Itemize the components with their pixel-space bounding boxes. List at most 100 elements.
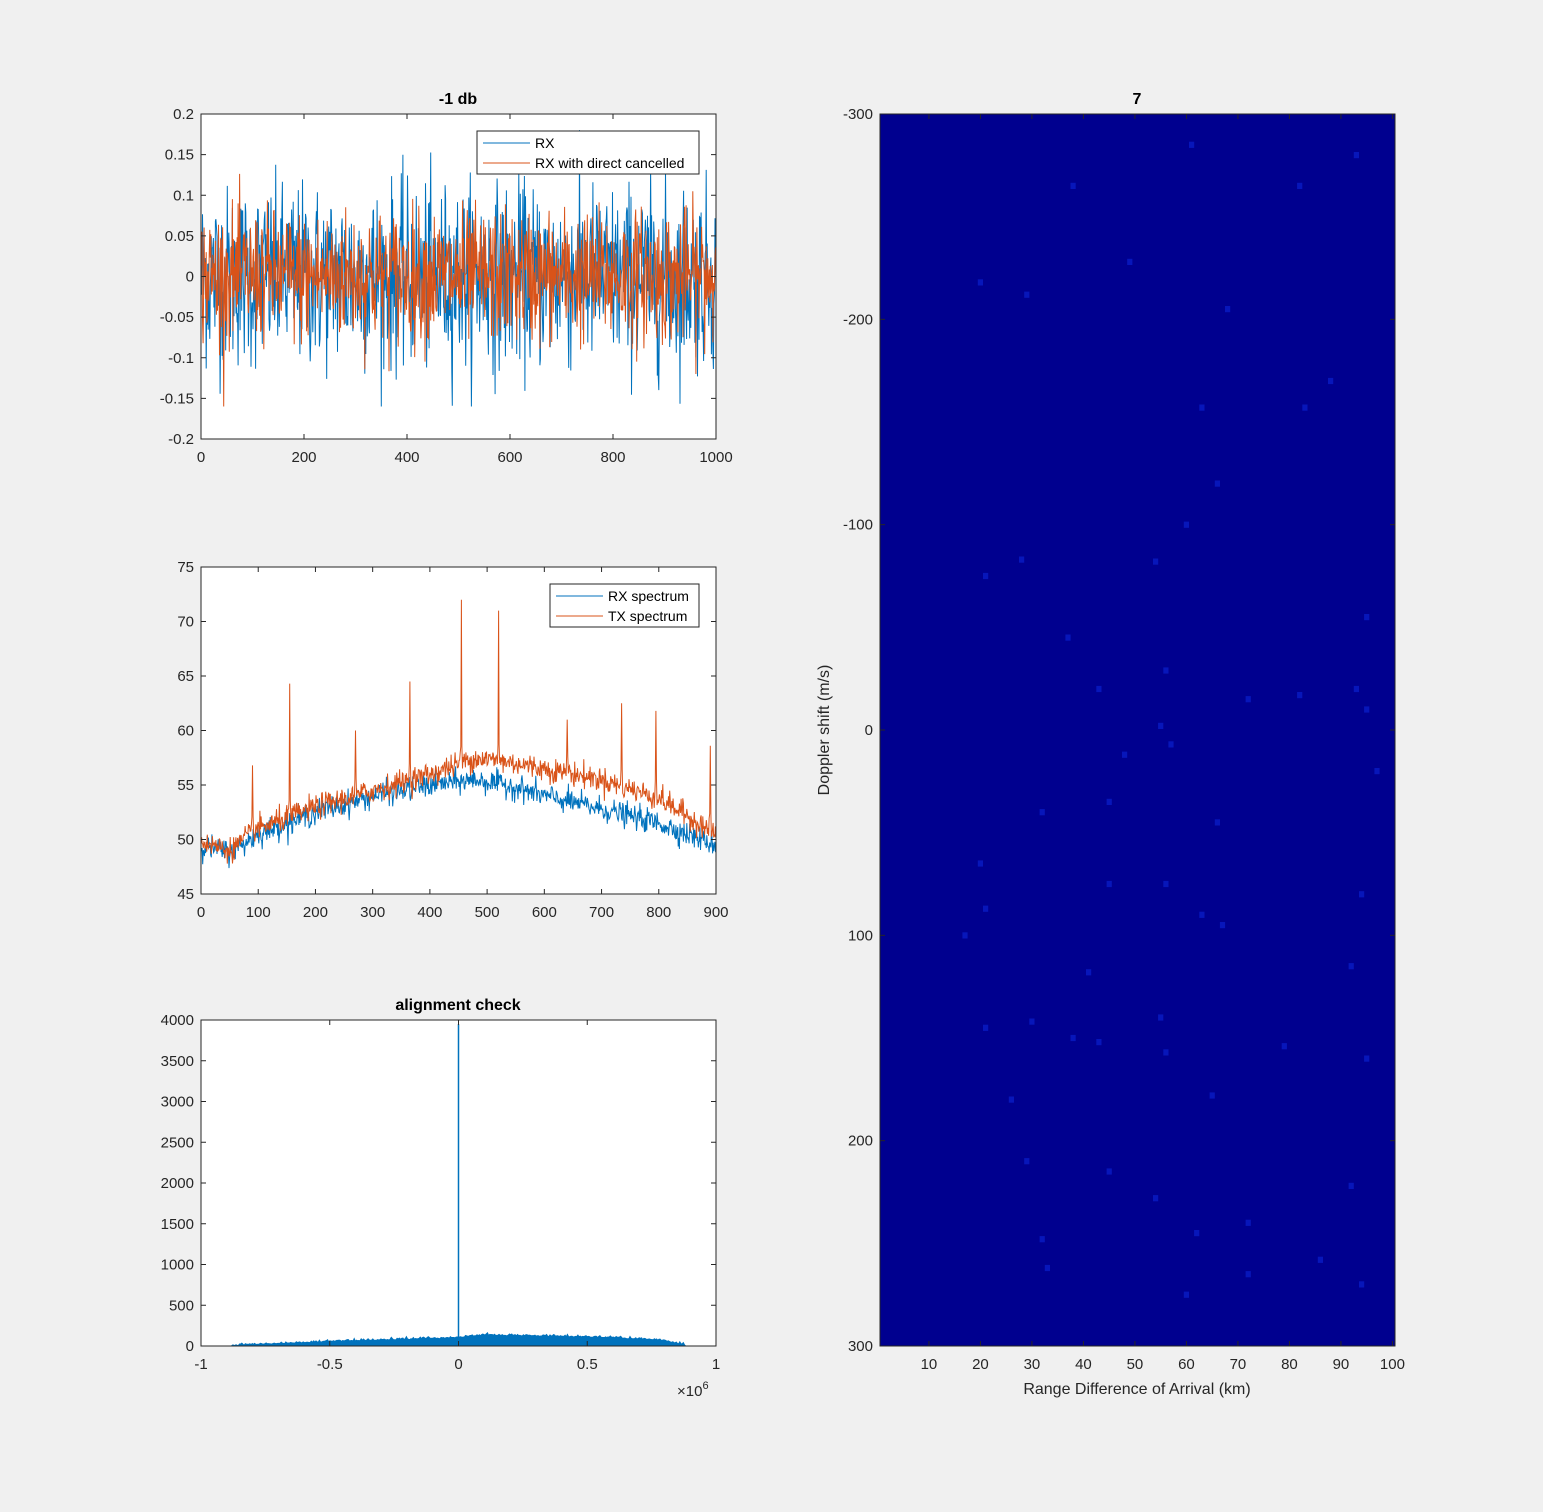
x-tick-label: 400 xyxy=(417,904,442,921)
heatmap-speckle xyxy=(1281,1043,1287,1050)
legend-label-rx-cancelled: RX with direct cancelled xyxy=(535,155,684,171)
heatmap-speckle xyxy=(1214,480,1220,487)
heatmap-speckle xyxy=(1297,182,1303,189)
heatmap-speckle xyxy=(1065,634,1071,641)
heatmap-plot-axes[interactable]: 7 10 20 30 40 50 60 70 80 90 100 -300 -200 -100 0 100 2… xyxy=(816,91,1405,1398)
y-tick-label: 75 xyxy=(177,559,194,576)
y-tick-label: 0.05 xyxy=(165,228,194,245)
spectrum-plot-frame xyxy=(200,566,717,895)
heatmap-speckle xyxy=(1106,1168,1112,1175)
heatmap-speckle xyxy=(1364,614,1370,621)
y-tick-label: 200 xyxy=(848,1133,873,1150)
heatmap-speckle xyxy=(1374,768,1380,775)
heatmap-speckle xyxy=(1024,1158,1030,1165)
y-tick-label: 0 xyxy=(186,1338,194,1355)
heatmap-speckle xyxy=(1163,667,1169,674)
y-tick-label: 70 xyxy=(177,614,194,631)
heatmap-speckle xyxy=(1364,706,1370,713)
heatmap-speckle xyxy=(1127,258,1133,265)
y-tick-label: 0.2 xyxy=(173,106,194,123)
heatmap-speckle xyxy=(983,1024,989,1031)
spectrum-plot-series xyxy=(201,599,716,869)
y-tick-label: 55 xyxy=(177,777,194,794)
x-tick-label: 100 xyxy=(246,904,271,921)
time-plot-title: -1 db xyxy=(439,91,477,108)
heatmap-speckle xyxy=(1348,963,1354,970)
x-tick-label: 500 xyxy=(475,904,500,921)
x-tick-label: 200 xyxy=(291,449,316,466)
heatmap-speckle xyxy=(983,905,989,912)
x-tick-label: 800 xyxy=(646,904,671,921)
y-tick-label: 3000 xyxy=(161,1094,194,1111)
heatmap-speckle xyxy=(977,279,983,286)
x-tick-label: 200 xyxy=(303,904,328,921)
y-tick-label: 0 xyxy=(865,722,873,739)
heatmap-x-axis-label: Range Difference of Arrival (km) xyxy=(1023,1381,1250,1398)
y-tick-label: -0.2 xyxy=(168,431,194,448)
x-tick-label: 0 xyxy=(454,1356,462,1373)
time-plot-frame xyxy=(200,113,717,440)
y-tick-label: 0.1 xyxy=(173,187,194,204)
heatmap-speckle xyxy=(1245,1271,1251,1278)
heatmap-speckle xyxy=(1219,922,1226,929)
heatmap-speckle xyxy=(1183,1291,1189,1298)
x-tick-label: 20 xyxy=(972,1356,989,1373)
x-tick-label: 0 xyxy=(197,904,205,921)
heatmap-speckle xyxy=(1199,404,1205,411)
heatmap-speckle xyxy=(1364,1055,1370,1062)
heatmap-speckle xyxy=(1039,809,1045,816)
spectrum-plot-axes[interactable]: 0 100 200 300 400 500 600 700 800 900 75 70 65 60 55 50… xyxy=(177,559,728,921)
x-tick-label: 50 xyxy=(1127,1356,1144,1373)
heatmap-speckle xyxy=(1245,696,1251,703)
heatmap-speckle xyxy=(1194,1230,1200,1237)
heatmap-speckle xyxy=(1158,722,1164,729)
heatmap-speckle xyxy=(1153,1195,1159,1202)
series-line-rx xyxy=(201,130,716,407)
heatmap-speckle xyxy=(1153,558,1159,565)
heatmap-speckle xyxy=(1317,1256,1323,1263)
legend-box xyxy=(476,130,700,175)
x-tick-label: 1 xyxy=(712,1356,720,1373)
heatmap-speckle xyxy=(1122,751,1128,758)
heatmap-speckle xyxy=(1106,798,1112,805)
spectrum-plot-legend[interactable]: RX spectrum TX spectrum xyxy=(549,583,700,628)
time-plot-tick-labels: 0 200 400 600 800 1000 0.2 0.15 0.1 0.05 0 -0.05 -0.… xyxy=(160,106,733,466)
heatmap-speckle xyxy=(1348,1182,1354,1189)
y-tick-label: 2000 xyxy=(161,1175,194,1192)
heatmap-speckle xyxy=(1183,521,1189,528)
series-line-rx-cancelled xyxy=(201,173,716,407)
y-tick-label: 45 xyxy=(177,886,194,903)
y-tick-label: 0 xyxy=(186,269,194,286)
heatmap-speckle xyxy=(1328,377,1334,385)
x-tick-label: 600 xyxy=(532,904,557,921)
heatmap-speckle xyxy=(1008,1096,1014,1103)
heatmap-speckle xyxy=(1106,880,1112,888)
series-line-tx-spectrum xyxy=(201,599,716,864)
alignment-plot-axes[interactable]: alignment check -1 -0.5 0 0.5 1 4000 3500 3000 2… xyxy=(161,997,721,1400)
time-plot-axes[interactable]: -1 db 0 200 400 600 800 10000.20.150.10.050-0… xyxy=(160,91,733,466)
x-tick-label: 30 xyxy=(1024,1356,1041,1373)
heatmap-speckle xyxy=(1189,141,1195,148)
x-tick-label: -1 xyxy=(194,1356,207,1373)
y-tick-label: -100 xyxy=(843,517,873,534)
y-tick-label: 1500 xyxy=(161,1216,194,1233)
heatmap-speckle xyxy=(1214,819,1220,826)
y-tick-label: 60 xyxy=(177,723,194,740)
heatmap-speckle xyxy=(1245,1219,1251,1226)
heatmap-speckle xyxy=(1024,291,1030,298)
y-tick-label: 300 xyxy=(848,1338,873,1355)
x-tick-label: 600 xyxy=(497,449,522,466)
x-tick-label: 0.5 xyxy=(577,1356,598,1373)
legend-label-rx: RX xyxy=(535,135,555,151)
y-tick-label: 50 xyxy=(177,832,194,849)
heatmap-speckle xyxy=(1163,1049,1169,1056)
x-tick-label: 300 xyxy=(360,904,385,921)
y-tick-label: -300 xyxy=(843,106,873,123)
time-plot-legend[interactable]: RX RX with direct cancelled xyxy=(476,130,700,175)
heatmap-speckle xyxy=(1158,1014,1164,1021)
y-tick-label: 2500 xyxy=(161,1134,194,1151)
x-tick-label: 90 xyxy=(1333,1356,1350,1373)
x-tick-label: 60 xyxy=(1178,1356,1195,1373)
y-tick-label: 1000 xyxy=(161,1257,194,1274)
